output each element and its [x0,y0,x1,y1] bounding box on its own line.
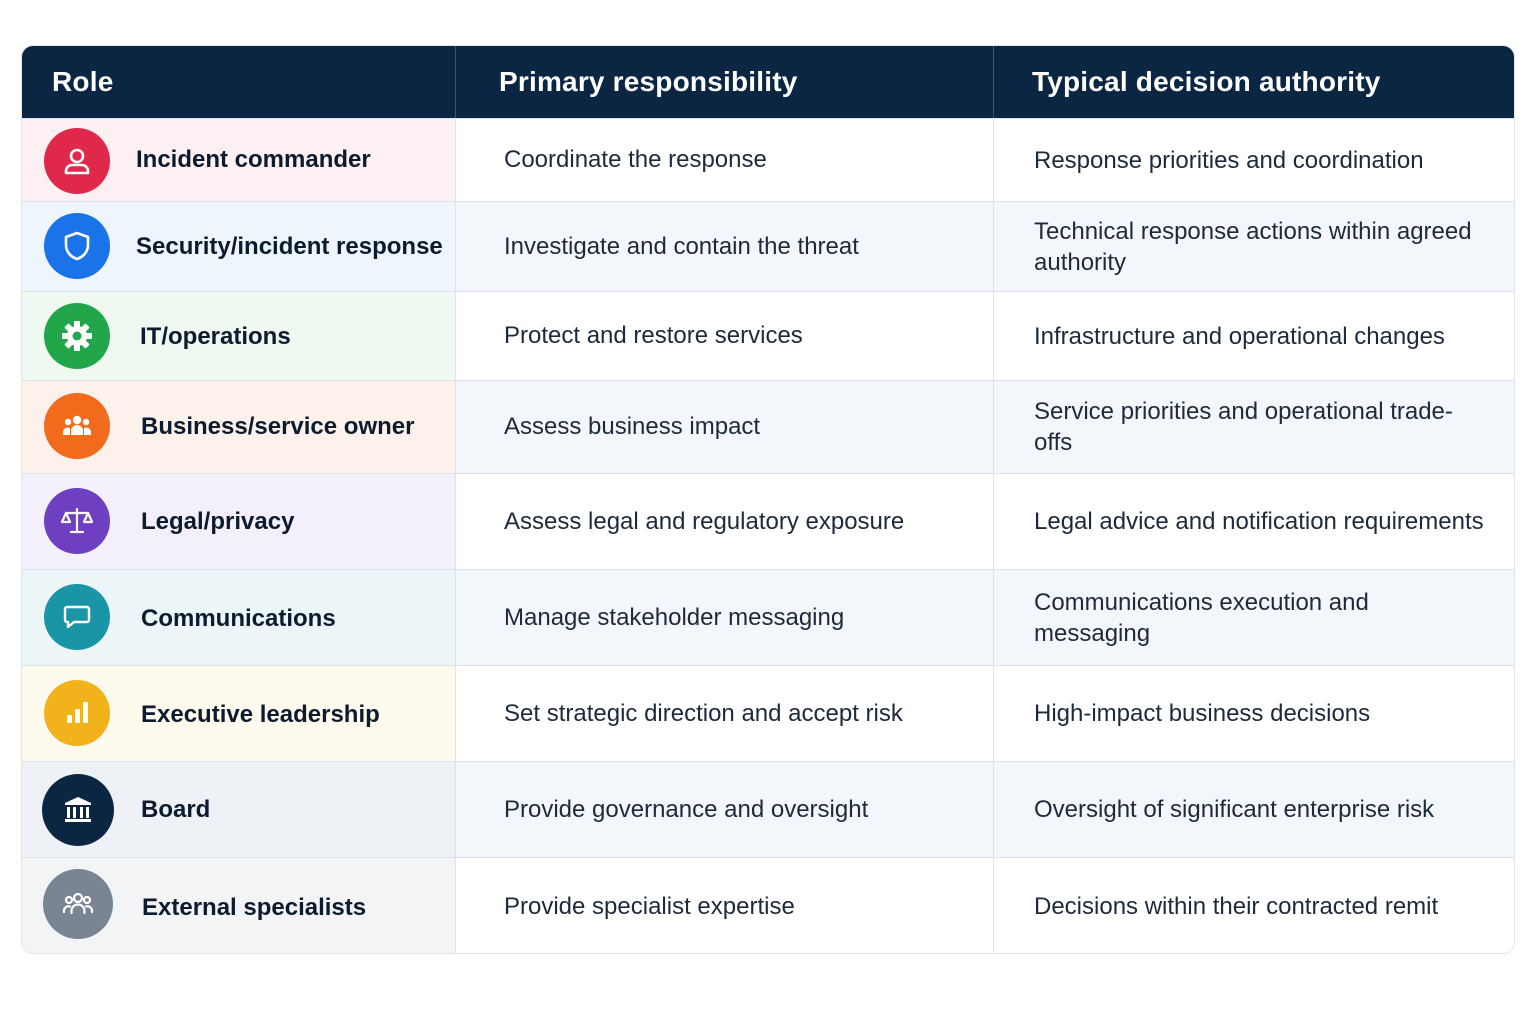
header-authority: Typical decision authority [1032,66,1381,97]
table-row: Legal/privacy Assess legal and regulator… [22,473,1514,569]
role-cell: Security/incident response [22,202,455,291]
role-name: Board [141,796,211,823]
role-name: Incident commander [136,146,371,173]
chat-bubble-icon [44,584,110,650]
authority-cell: Response priorities and coordination [993,119,1514,201]
table-row: Executive leadership Set strategic direc… [22,665,1514,761]
role-name: IT/operations [140,323,291,350]
authority-cell: Infrastructure and operational changes [993,292,1514,380]
group-icon [43,869,113,939]
responsibility-cell: Coordinate the response [455,119,993,201]
table-row: Security/incident response Investigate a… [22,201,1514,291]
user-icon [44,128,110,194]
role-name: Communications [141,605,336,632]
responsibility-cell: Set strategic direction and accept risk [455,666,993,761]
header-role: Role [52,66,114,97]
role-name: External specialists [142,894,367,921]
authority-cell: Technical response actions within agreed… [993,202,1514,291]
authority-cell: Service priorities and operational trade… [993,381,1514,473]
shield-icon [44,213,110,279]
role-cell: Communications [22,570,455,665]
role-cell: Board [22,762,455,857]
responsibility-cell: Provide governance and oversight [455,762,993,857]
authority-cell: High-impact business decisions [993,666,1514,761]
responsibility-cell: Assess business impact [455,381,993,473]
header-responsibility: Primary responsibility [499,66,798,97]
header-divider [455,46,456,118]
role-name: Executive leadership [141,701,380,728]
role-cell: Executive leadership [22,666,455,761]
table-row: Business/service owner Assess business i… [22,380,1514,473]
responsibility-cell: Protect and restore services [455,292,993,380]
authority-cell: Decisions within their contracted remit [993,858,1514,953]
table-header: Role Primary responsibility Typical deci… [22,46,1514,118]
responsibility-cell: Provide specialist expertise [455,858,993,953]
role-cell: Incident commander [22,119,455,201]
building-icon [42,774,114,846]
roles-table: Role Primary responsibility Typical deci… [21,45,1515,954]
table-row: Communications Manage stakeholder messag… [22,569,1514,665]
people-icon [44,393,110,459]
role-name: Business/service owner [141,413,415,440]
responsibility-cell: Investigate and contain the threat [455,202,993,291]
responsibility-cell: Manage stakeholder messaging [455,570,993,665]
role-name: Security/incident response [136,233,443,260]
gear-icon [44,303,110,369]
table-row: Incident commander Coordinate the respon… [22,118,1514,201]
bar-chart-icon [44,680,110,746]
table-row: IT/operations Protect and restore servic… [22,291,1514,380]
authority-cell: Legal advice and notification requiremen… [993,474,1514,569]
responsibility-cell: Assess legal and regulatory exposure [455,474,993,569]
authority-cell: Communications execution and messaging [993,570,1514,665]
role-cell: Business/service owner [22,381,455,473]
authority-cell: Oversight of significant enterprise risk [993,762,1514,857]
scales-icon [44,488,110,554]
role-cell: IT/operations [22,292,455,380]
table-row: Board Provide governance and oversight O… [22,761,1514,857]
header-divider [993,46,994,118]
role-cell: Legal/privacy [22,474,455,569]
role-name: Legal/privacy [141,508,295,535]
role-cell: External specialists [22,858,455,953]
table-row: External specialists Provide specialist … [22,857,1514,953]
